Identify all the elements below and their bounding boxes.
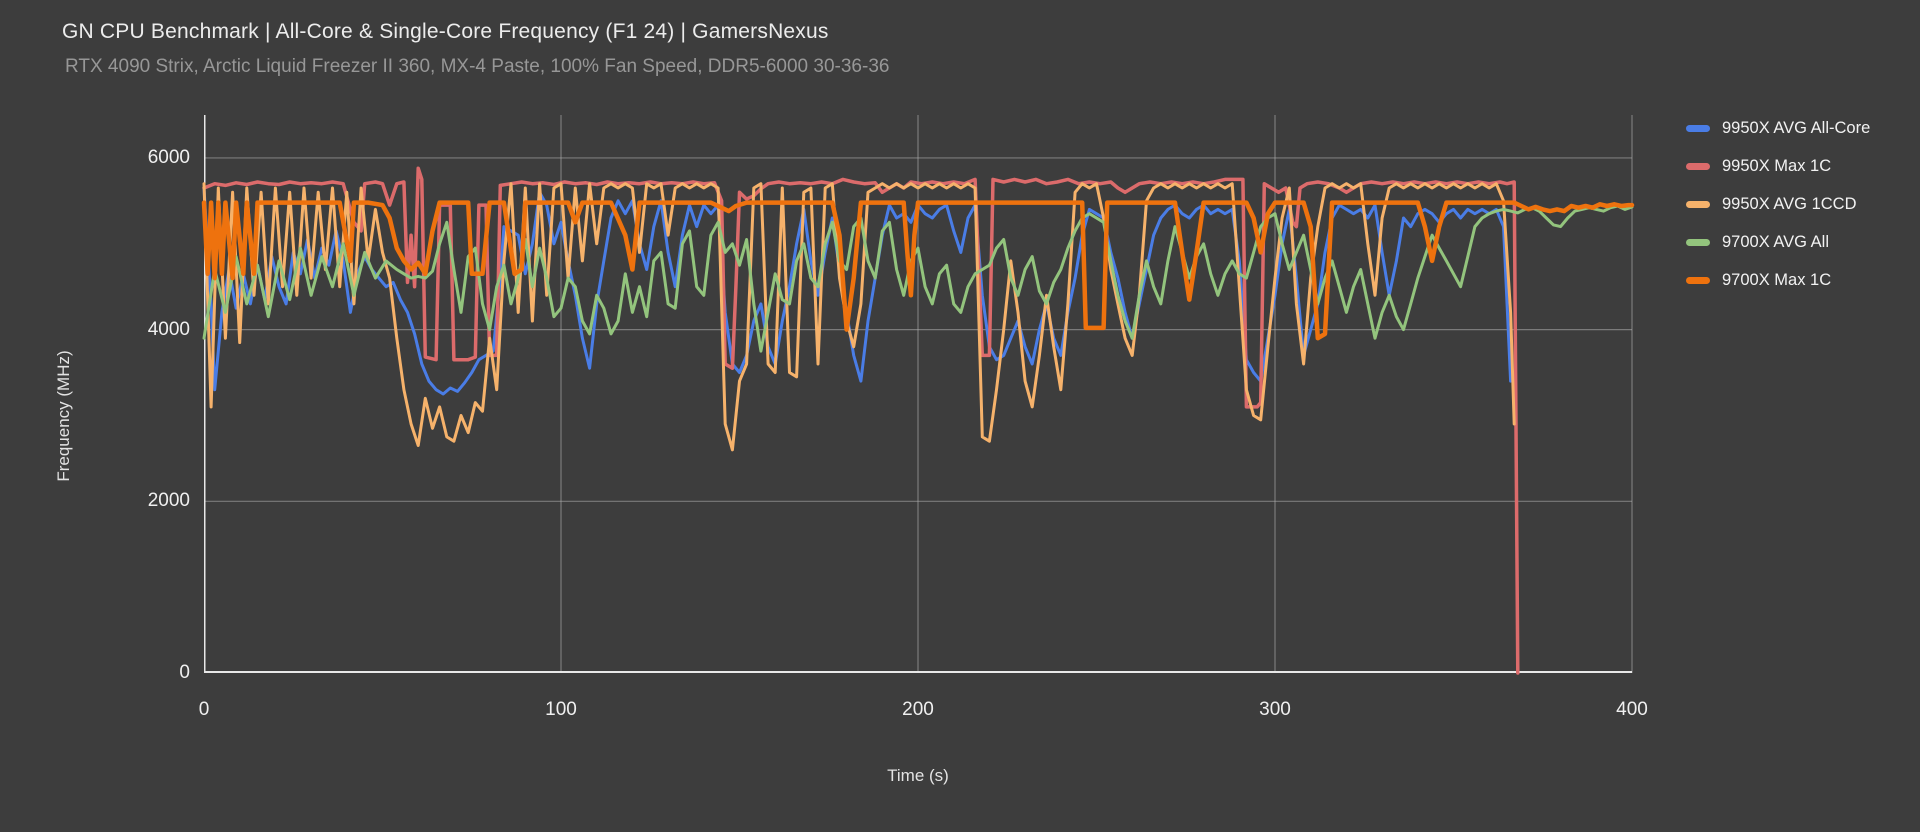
legend-item: 9700X AVG All	[1686, 232, 1896, 253]
chart-canvas	[201, 115, 1635, 675]
y-tick-6000: 6000	[147, 147, 190, 168]
legend-item: 9950X Max 1C	[1686, 156, 1896, 177]
series-swatch-9950x-avg-all-core	[1686, 125, 1710, 132]
legend-label: 9950X AVG 1CCD	[1722, 195, 1857, 213]
legend-item: 9950X AVG All-Core	[1686, 118, 1896, 139]
series-swatch-9700x-max-1c	[1686, 277, 1710, 284]
y-tick-0: 0	[179, 662, 190, 683]
page-subtitle: RTX 4090 Strix, Arctic Liquid Freezer II…	[65, 56, 890, 77]
series-swatch-9950x-max-1c	[1686, 163, 1710, 170]
plot-area	[201, 115, 1635, 675]
legend-label: 9950X Max 1C	[1722, 157, 1832, 175]
series-swatch-9950x-avg-1ccd	[1686, 201, 1710, 208]
legend-label: 9950X AVG All-Core	[1722, 119, 1871, 137]
x-axis-title: Time (s)	[887, 766, 949, 785]
legend-label: 9700X Max 1C	[1722, 271, 1832, 289]
legend: 9950X AVG All-Core 9950X Max 1C 9950X AV…	[1686, 118, 1896, 291]
series-swatch-9700x-avg-all	[1686, 239, 1710, 246]
x-tick-100: 100	[545, 699, 577, 720]
y-axis-title: Frequency (MHz)	[54, 350, 73, 482]
legend-item: 9700X Max 1C	[1686, 270, 1896, 291]
x-tick-400: 400	[1616, 699, 1648, 720]
y-tick-4000: 4000	[147, 319, 190, 340]
page-title: GN CPU Benchmark | All-Core & Single-Cor…	[62, 20, 829, 43]
legend-item: 9950X AVG 1CCD	[1686, 194, 1896, 215]
legend-label: 9700X AVG All	[1722, 233, 1830, 251]
x-tick-0: 0	[198, 699, 210, 720]
y-tick-2000: 2000	[147, 490, 190, 511]
x-tick-300: 300	[1259, 699, 1291, 720]
x-tick-200: 200	[902, 699, 934, 720]
